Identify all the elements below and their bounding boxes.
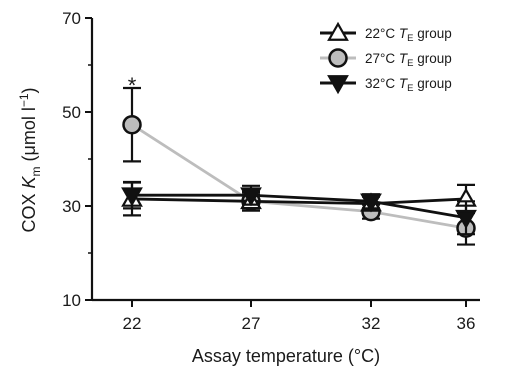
- axes: 10 30 50 70 22 27 32 36: [62, 9, 480, 333]
- legend-item-2: 32°C TE group: [320, 75, 452, 95]
- legend-label-post: group: [414, 26, 452, 41]
- y-tick-label: 70: [62, 9, 81, 28]
- y-axis-title: COX Km (μmol l−1): [17, 87, 43, 232]
- series-line: [131, 197, 467, 206]
- series-2: [121, 180, 477, 236]
- legend-marker: [327, 75, 349, 95]
- y-axis-title-close: ): [19, 87, 39, 93]
- x-axis-title: Assay temperature (°C): [192, 346, 380, 366]
- legend-label-t: T: [399, 26, 409, 41]
- series-layer: *: [121, 73, 477, 246]
- y-tick-label: 50: [62, 103, 81, 122]
- data-point: [122, 114, 142, 135]
- y-tick-label: 10: [62, 291, 81, 310]
- y-axis-title-unit-sup: −1: [17, 93, 31, 107]
- legend-label: 32°C TE group: [365, 76, 452, 94]
- legend-label: 27°C TE group: [365, 51, 452, 69]
- significance-asterisk: *: [128, 73, 137, 98]
- series-line: [131, 123, 467, 230]
- series-line: [132, 193, 467, 220]
- legend-marker: [327, 21, 349, 41]
- data-point: [240, 187, 262, 207]
- legend-label-t: T: [399, 51, 409, 66]
- legend-label-post: group: [414, 51, 452, 66]
- y-axis-title-k: K: [19, 176, 39, 189]
- legend-label-pre: 27°C: [365, 51, 399, 66]
- legend-label-pre: 22°C: [365, 26, 399, 41]
- data-point: [360, 193, 382, 213]
- y-axis-title-k-sub: m: [29, 167, 43, 177]
- x-tick-label: 27: [242, 314, 261, 333]
- legend-marker: [328, 48, 348, 68]
- x-tick-label: 32: [362, 314, 381, 333]
- legend-label-post: group: [414, 76, 452, 91]
- legend-item-1: 27°C TE group: [320, 48, 452, 69]
- y-tick-label: 30: [62, 197, 81, 216]
- legend-label: 22°C TE group: [365, 26, 452, 44]
- legend-label-pre: 32°C: [365, 76, 399, 91]
- legend-item-0: 22°C TE group: [320, 21, 452, 44]
- series-1: [122, 86, 476, 246]
- legend-label-sub: E: [407, 83, 413, 94]
- x-tick-label: 36: [457, 314, 476, 333]
- x-tick-label: 22: [123, 314, 142, 333]
- data-point: [121, 187, 143, 207]
- legend-label-sub: E: [407, 33, 413, 44]
- y-axis-title-unit: (μmol l: [19, 107, 39, 166]
- legend-label-t: T: [399, 76, 409, 91]
- data-point: [455, 209, 477, 229]
- y-axis-title-prefix: COX: [19, 189, 39, 233]
- legend-label-sub: E: [407, 58, 413, 69]
- axis-titles: Assay temperature (°C) COX Km (μmol l−1): [17, 87, 380, 366]
